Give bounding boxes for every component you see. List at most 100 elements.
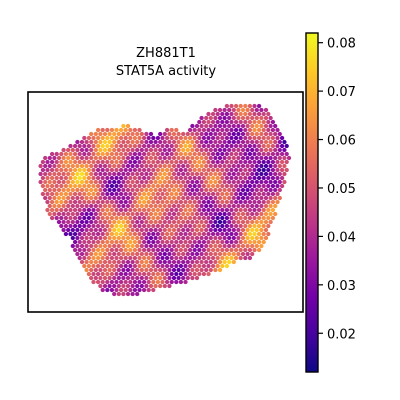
spot: [220, 223, 225, 229]
spot: [61, 219, 66, 225]
spot: [132, 151, 138, 157]
spot: [79, 139, 85, 145]
spot: [243, 143, 248, 149]
spot: [123, 215, 128, 221]
spot: [155, 175, 161, 181]
spot: [144, 235, 149, 241]
spot: [229, 231, 234, 237]
spot: [151, 247, 156, 253]
spot: [199, 203, 204, 209]
spot: [91, 207, 96, 213]
spot: [187, 159, 193, 165]
spot: [86, 135, 92, 141]
spot: [210, 239, 216, 245]
spot: [109, 247, 115, 253]
spot: [213, 147, 218, 153]
spot: [100, 255, 105, 261]
spot: [222, 131, 227, 137]
spot: [148, 275, 154, 281]
spot: [121, 179, 126, 185]
spot: [91, 215, 96, 221]
spot: [158, 235, 163, 241]
spot: [153, 195, 158, 201]
spot: [243, 135, 248, 141]
spot: [273, 203, 278, 209]
spot: [93, 267, 98, 273]
spot: [109, 239, 115, 245]
spot: [181, 187, 186, 193]
spot: [224, 167, 230, 173]
spot: [192, 271, 197, 277]
spot: [66, 227, 71, 233]
spot: [215, 223, 220, 229]
spot: [254, 139, 259, 145]
spot: [86, 215, 92, 221]
spot: [167, 243, 172, 249]
spot: [273, 147, 278, 153]
spot: [277, 131, 282, 137]
spot: [222, 139, 227, 145]
spot: [112, 171, 117, 177]
spot: [224, 191, 230, 197]
spot: [148, 259, 154, 265]
spot: [162, 211, 167, 217]
spot: [252, 103, 257, 109]
spot: [132, 263, 138, 269]
spot: [231, 179, 236, 185]
spot: [141, 255, 147, 261]
spot: [227, 131, 232, 137]
spot: [201, 239, 207, 245]
spot: [178, 255, 184, 261]
spot: [167, 211, 172, 217]
spot: [190, 155, 195, 161]
spot: [95, 207, 101, 213]
spot: [109, 199, 115, 205]
spot: [121, 195, 126, 201]
spot: [256, 135, 262, 141]
spot: [130, 251, 135, 257]
spot: [215, 191, 220, 197]
spot: [135, 235, 140, 241]
spot: [61, 211, 66, 217]
spot: [89, 219, 94, 225]
spot: [183, 215, 188, 221]
spot: [89, 243, 94, 249]
spot: [238, 175, 243, 181]
spot: [254, 147, 259, 153]
spot: [130, 179, 135, 185]
spot: [185, 267, 190, 273]
spot: [139, 227, 144, 233]
spot: [224, 263, 230, 269]
spot: [109, 287, 115, 293]
spot: [139, 235, 144, 241]
spot: [86, 271, 92, 277]
spot: [100, 175, 105, 181]
spot: [176, 251, 181, 257]
spot: [68, 159, 73, 165]
spot: [66, 147, 71, 153]
spot: [240, 195, 246, 201]
spot: [171, 147, 177, 153]
spot: [132, 191, 138, 197]
spot: [169, 127, 174, 133]
spot: [231, 203, 236, 209]
spot: [75, 235, 80, 241]
spot: [208, 179, 213, 185]
spot: [217, 115, 223, 121]
spot: [256, 103, 262, 109]
spot: [52, 203, 57, 209]
spot: [151, 183, 156, 189]
spot: [47, 171, 52, 177]
spot: [79, 219, 85, 225]
spot: [210, 255, 216, 261]
spot: [141, 247, 147, 253]
spot: [135, 219, 140, 225]
spot: [146, 247, 151, 253]
spot: [185, 211, 190, 217]
spot: [146, 287, 151, 293]
spot: [130, 187, 135, 193]
spot: [84, 155, 89, 161]
spot: [130, 267, 135, 273]
spot: [153, 163, 158, 169]
spot: [105, 287, 110, 293]
